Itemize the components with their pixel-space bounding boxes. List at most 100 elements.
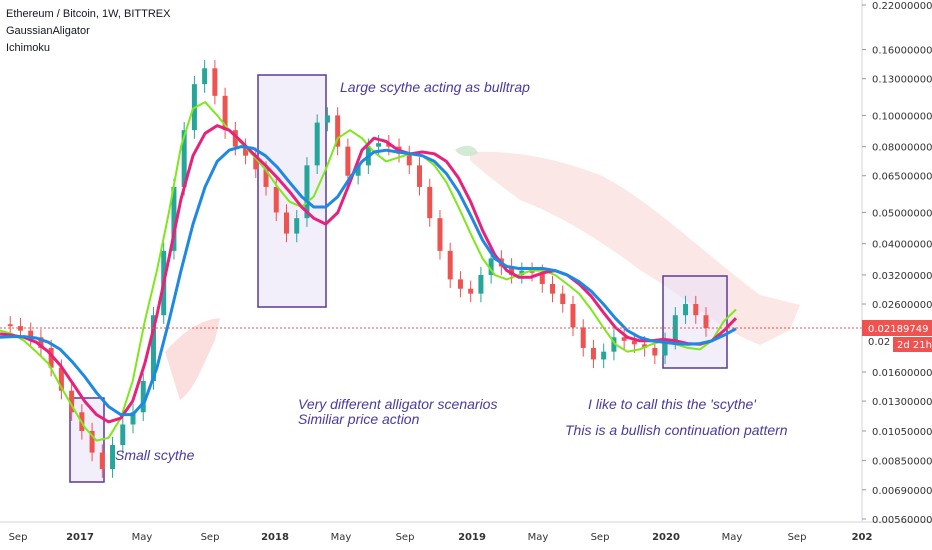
y-tick-label: 0.05000000 [872, 208, 932, 219]
candle-body [457, 279, 463, 289]
series-alligator_slow [0, 145, 737, 417]
candle-body [38, 337, 44, 348]
x-tick-label: May [528, 532, 549, 543]
annotation-center-1: Very different alligator scenarios [298, 396, 497, 412]
scythe-box [257, 74, 327, 308]
candle-body [314, 122, 320, 166]
price-tag-partial: 0.02 [868, 337, 890, 348]
legend-indicator-alligator[interactable]: GaussianAligator [6, 25, 90, 37]
candle-body [683, 304, 689, 316]
candle-body [642, 344, 648, 348]
price-tag-current: 0.02189749 [862, 320, 932, 336]
candle-body [703, 315, 709, 329]
candle-body [447, 250, 453, 280]
candle-body [58, 367, 64, 391]
x-tick-label: Sep [201, 532, 220, 543]
candle-body [232, 130, 238, 147]
candle-body [222, 95, 228, 131]
candle-body [488, 258, 494, 275]
x-tick-label: Sep [591, 532, 610, 543]
annotation-right-1: I like to call this the 'scythe' [588, 396, 757, 412]
x-tick-label: 2020 [652, 532, 680, 543]
candle-body [560, 293, 566, 305]
candle-body [69, 390, 75, 413]
annotation-large-scythe: Large scythe acting as bulltrap [340, 79, 530, 95]
candle-body [468, 288, 474, 294]
candle-body [335, 115, 341, 147]
candle-body [110, 444, 116, 470]
candles [7, 60, 709, 478]
candle-body [99, 452, 105, 470]
candle-body [212, 68, 218, 96]
y-tick-label: 0.10000000 [872, 111, 932, 122]
x-tick-label: 2017 [66, 532, 94, 543]
x-tick-label: May [331, 532, 352, 543]
candle-body [478, 274, 484, 294]
candle-body [662, 340, 668, 356]
alligator-lines [0, 101, 738, 442]
annotations: Small scythe Large scythe acting as bull… [115, 79, 788, 463]
candle-body [427, 186, 433, 219]
candle-body [621, 337, 627, 341]
candle-body [355, 165, 361, 176]
candle-body [202, 68, 208, 85]
annotation-center-2: Similiar price action [298, 411, 420, 427]
candle-body [509, 266, 515, 275]
scythe-box [662, 275, 728, 369]
x-tick-label: 2018 [261, 532, 289, 543]
y-axis-panel[interactable] [862, 0, 932, 522]
legend-indicator-ichimoku[interactable]: Ichimoku [6, 42, 51, 54]
y-tick-label: 0.01050000 [872, 427, 932, 438]
candle-body [570, 304, 576, 328]
x-axis: Sep 2017 May Sep 2018 May Sep 2019 May Sep 2020 May… [9, 532, 873, 543]
candle-body [406, 153, 412, 166]
y-axis: 0.22000000 0.16000000 0.13000000 0.10000000… [862, 1, 932, 526]
candle-body [150, 315, 156, 382]
candle-body [539, 272, 545, 284]
candle-body [48, 347, 54, 368]
candle-body [273, 186, 279, 213]
candle-body [181, 130, 187, 187]
candle-body [550, 283, 556, 294]
y-tick-label: 0.06500000 [872, 172, 932, 183]
candle-body [304, 165, 310, 219]
candle-body [672, 315, 678, 341]
candle-body [89, 430, 95, 453]
y-tick-label: 0.01600000 [872, 368, 932, 379]
candle-body [437, 218, 443, 251]
candle-body [590, 347, 596, 360]
x-tick-label: May [132, 532, 153, 543]
price-tag-countdown: 2d 21h [893, 337, 932, 352]
candle-body [529, 270, 535, 273]
x-tick-label: May [722, 532, 743, 543]
y-tick-label: 0.00560000 [872, 515, 932, 526]
y-tick-label: 0.01300000 [872, 397, 932, 408]
x-tick-label: 2019 [458, 532, 486, 543]
x-tick-label: Sep [396, 532, 415, 543]
x-tick-label: Sep [9, 532, 28, 543]
candle-body [417, 165, 423, 187]
candle-body [120, 424, 126, 445]
candle-body [28, 330, 34, 338]
candle-body [611, 337, 617, 352]
annotation-small-scythe: Small scythe [115, 447, 195, 463]
y-tick-label: 0.16000000 [872, 46, 932, 57]
chart-legend: Ethereum / Bitcoin, 1W, BITTREX Gaussian… [6, 6, 170, 57]
candle-body [253, 155, 259, 170]
candle-body [601, 351, 607, 360]
y-tick-label: 0.22000000 [872, 1, 932, 12]
candle-body [631, 340, 637, 345]
y-tick-label: 0.13000000 [872, 75, 932, 86]
legend-symbol[interactable]: Ethereum / Bitcoin, 1W, BITTREX [6, 8, 171, 20]
candle-body [324, 115, 330, 123]
candle-body [171, 186, 177, 251]
x-tick-label: Sep [788, 532, 807, 543]
candle-body [693, 304, 699, 316]
candle-body [652, 347, 658, 356]
annotation-right-2: This is a bullish continuation pattern [565, 422, 788, 438]
candle-body [130, 412, 136, 425]
price-tag-current-text: 0.02189749 [868, 324, 928, 335]
candle-body [376, 143, 382, 147]
price-tag-countdown-text: 2d 21h [897, 340, 932, 351]
